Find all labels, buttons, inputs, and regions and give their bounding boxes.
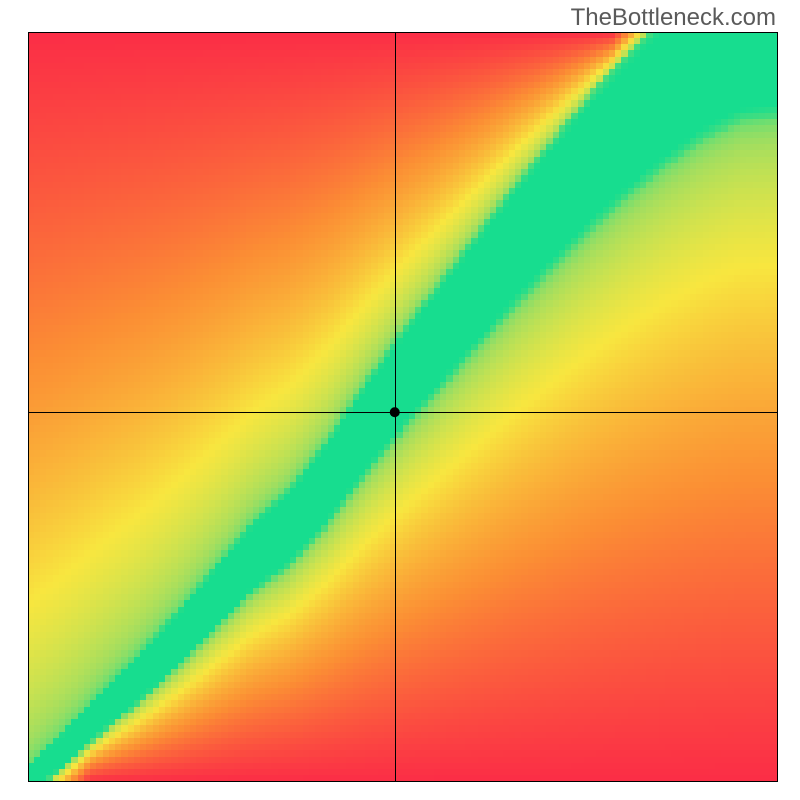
chart-container: TheBottleneck.com [0, 0, 800, 800]
watermark-text: TheBottleneck.com [571, 4, 776, 32]
bottleneck-heatmap [28, 32, 778, 782]
